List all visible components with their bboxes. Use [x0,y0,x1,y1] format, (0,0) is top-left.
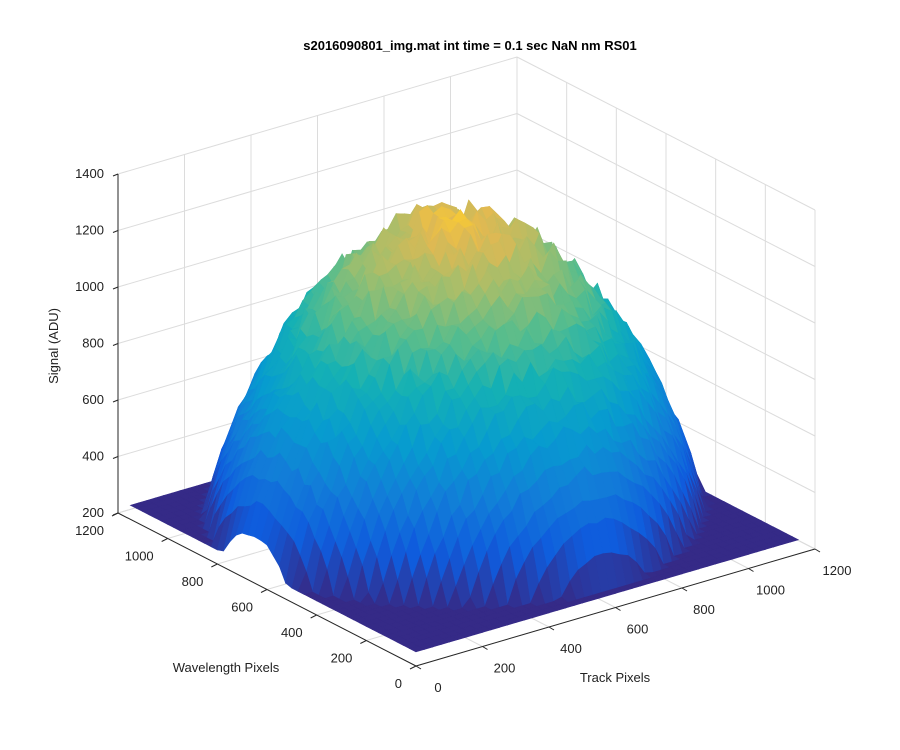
y-tick-label: 600 [231,600,253,615]
x-tick-mark [748,568,754,572]
z-tick-mark [112,456,119,459]
z-tick-mark [112,399,119,403]
z-tick-label: 1400 [75,166,104,181]
z-tick-label: 1000 [75,279,104,294]
grid-line [516,56,816,211]
grid-line [516,226,816,380]
surface-patch [408,645,426,653]
y-tick-label: 800 [182,574,204,589]
y-tick-mark [260,589,268,593]
x-axis-label: Track Pixels [580,670,651,685]
z-tick-mark [112,343,119,346]
x-tick-label: 1000 [756,583,785,598]
x-tick-mark [482,646,488,650]
z-tick-mark [112,230,119,233]
x-tick-label: 600 [627,622,649,637]
x-tick-mark [681,587,688,592]
y-tick-mark [360,640,367,644]
x-tick-label: 200 [494,661,516,676]
x-tick-mark [814,548,821,553]
y-tick-label: 1200 [75,523,104,538]
y-tick-mark [409,665,417,670]
wavelength-tick-labels: 0 200 400 600 800 1000 1200 [75,523,402,691]
z-tick-label: 800 [82,336,104,351]
z-tick-label: 1200 [75,223,104,238]
track-tick-labels: 0 200 400 600 800 1000 1200 [434,563,851,695]
y-tick-label: 400 [281,625,303,640]
y-axis-label: Wavelength Pixels [173,660,280,675]
y-tick-mark [161,538,168,542]
x-tick-label: 800 [693,602,715,617]
x-tick-label: 400 [560,641,582,656]
y-tick-label: 0 [395,676,402,691]
grid-line [516,113,816,267]
x-tick-mark [415,665,422,670]
chart-title: s2016090801_img.mat int time = 0.1 sec N… [303,38,637,53]
z-tick-label: 200 [82,505,104,520]
y-tick-mark [211,563,218,568]
axis-lines [111,173,821,670]
z-tick-mark [112,512,119,516]
z-tick-label: 600 [82,392,104,407]
z-tick-mark [112,286,119,290]
z-tick-label: 400 [82,449,104,464]
grid-line [117,169,518,288]
y-tick-label: 200 [331,651,353,666]
y-tick-label: 1000 [125,549,154,564]
grid-line [117,56,518,175]
z-tick-mark [112,173,119,177]
signal-tick-labels: 200 400 600 800 1000 1200 1400 [75,166,104,520]
x-tick-label: 1200 [823,563,852,578]
y-tick-mark [310,614,317,619]
grid-line [516,169,816,324]
x-tick-mark [615,607,621,611]
z-axis-label: Signal (ADU) [46,308,61,384]
x-tick-label: 0 [434,680,441,695]
surface-mesh [129,199,800,653]
grid-line [117,113,518,231]
x-tick-mark [548,626,555,631]
